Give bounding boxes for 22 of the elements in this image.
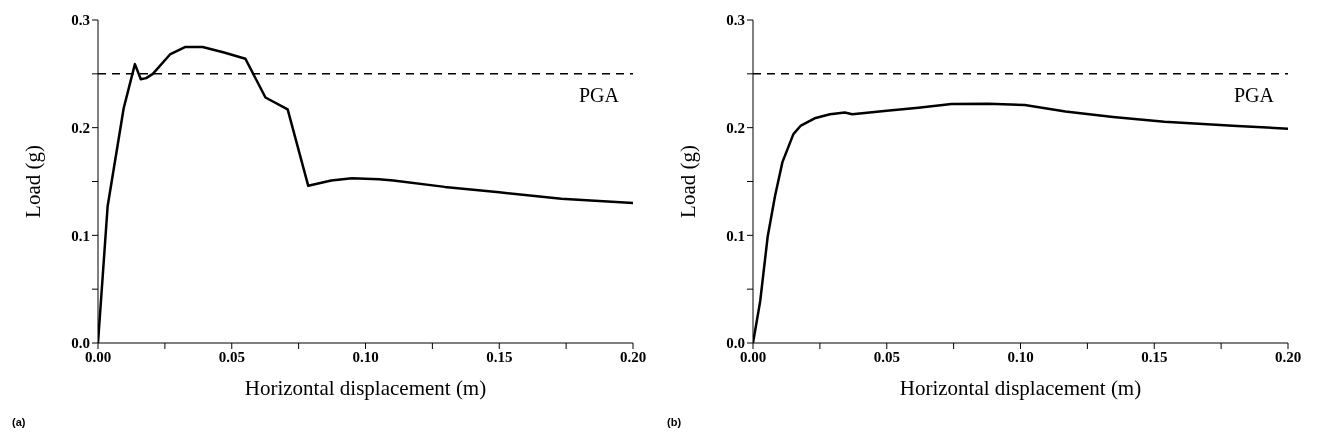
x-tick-label: 0.20 — [1274, 348, 1302, 365]
y-tick-label: 0.3 — [71, 12, 90, 29]
y-tick-label: 0.3 — [726, 12, 745, 29]
y-tick-label: 0.2 — [71, 119, 90, 136]
y-tick-label: 0.1 — [71, 227, 90, 244]
x-tick-label: 0.10 — [1007, 348, 1034, 365]
x-axis-title: Horizontal displacement (m) — [899, 376, 1142, 400]
text: (b) — [667, 416, 682, 428]
x-tick-label: 0.10 — [352, 348, 379, 365]
y-tick-label: 0.1 — [726, 227, 745, 244]
x-tick-label: 0.05 — [218, 348, 245, 365]
y-axis-title: Load (g) — [676, 145, 701, 218]
y-tick-label: 0.2 — [726, 119, 745, 136]
x-tick-label: 0.15 — [1141, 348, 1168, 365]
x-tick-label: 0.20 — [619, 348, 647, 365]
x-tick-label: 0.05 — [873, 348, 900, 365]
ref-line-label: PGA — [1233, 84, 1275, 107]
text: (a) — [12, 416, 26, 428]
x-axis-title: Horizontal displacement (m) — [244, 376, 487, 400]
y-axis-title: Load (g) — [21, 145, 46, 218]
ref-line-label: PGA — [578, 84, 620, 107]
x-tick-label: 0.15 — [486, 348, 513, 365]
